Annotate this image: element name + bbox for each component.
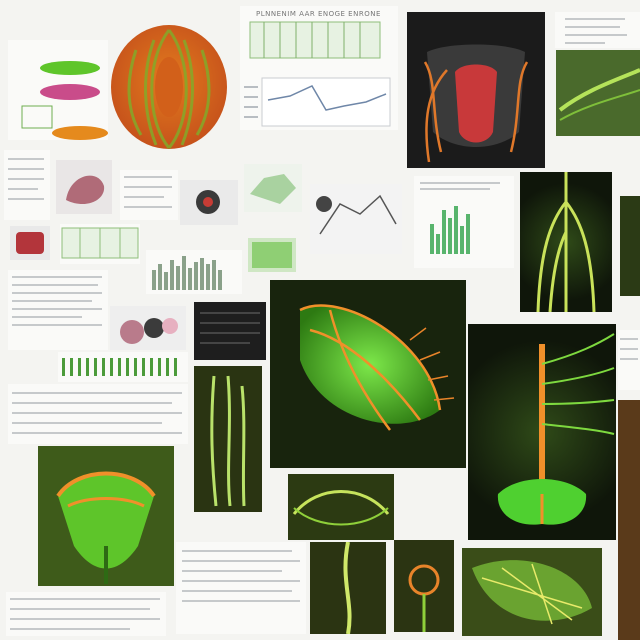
green-chart-thumbnail: [248, 238, 296, 272]
mid-table: [61, 227, 139, 259]
sketch-icon: [310, 184, 402, 254]
green-bar-set: [430, 206, 470, 254]
tendril-illustration: [288, 474, 394, 540]
roots-illustration: [194, 366, 262, 512]
pink-specimen-thumbnail: [110, 306, 186, 350]
green-chart-icon: [252, 242, 292, 268]
document-header-text: PLNNENIM AAR ENOGE ENRONE: [256, 10, 381, 18]
right-edge-document: [618, 330, 640, 390]
lattice-leaf-illustration: [462, 548, 602, 636]
pink-specimen-icon: [110, 306, 186, 350]
roots-icon: [210, 375, 246, 507]
far-right-strip: [618, 400, 640, 640]
vascular-strip-icon: [558, 68, 640, 121]
bottom-text-document: [176, 542, 306, 634]
stem-illustration: [310, 542, 386, 634]
small-flytrap-icon: [408, 564, 440, 632]
brain-icon: [111, 25, 227, 149]
bar-chart-document: [414, 176, 514, 268]
green-map-thumbnail: [244, 164, 302, 212]
mini-table-icon: [21, 105, 53, 129]
flytrap-icon: [299, 304, 455, 431]
lower-left-document: [8, 384, 188, 444]
pink-organ-thumbnail: [56, 160, 112, 214]
bottom-left-document: [6, 592, 166, 636]
sketch-figure: [310, 184, 402, 254]
histogram-document: [146, 250, 242, 294]
vein-root-illustration-top: [520, 172, 612, 312]
organ-thumbnail-icon: [56, 160, 112, 214]
dark-document: [194, 302, 266, 360]
red-organ-icon: [10, 226, 50, 260]
gray-bar-set: [152, 256, 222, 290]
green-vascular-strip: [556, 50, 640, 136]
mid-table-document: [60, 224, 140, 264]
long-text-document: [8, 270, 108, 350]
vascular-root-icon: [497, 333, 615, 525]
green-barcode: [62, 358, 177, 376]
map-thumbnail-icon: [244, 164, 302, 212]
orange-specimen-icon: [52, 126, 108, 140]
device-icon: [180, 180, 238, 225]
vein-root-icon: [536, 172, 596, 312]
stem-icon: [343, 542, 352, 634]
header-chart-document: PLNNENIM AAR ENOGE ENRONE: [240, 6, 398, 130]
edge-strip: [620, 196, 640, 296]
red-organ-thumbnail: [10, 226, 50, 260]
device-thumbnail: [180, 180, 238, 225]
lattice-leaf-icon: [472, 560, 592, 625]
specimen-icons: [21, 61, 108, 140]
green-barcode-document: [58, 352, 188, 382]
flytrap-specimen-icon: [56, 471, 156, 584]
anatomy-torso-illustration: [407, 12, 545, 168]
tendril-icon: [292, 490, 390, 526]
torso-icon: [407, 12, 545, 168]
top-right-document: [555, 12, 640, 48]
small-flytrap-illustration: [394, 540, 454, 632]
specimen-list-panel: [8, 40, 108, 140]
pink-specimen-icon: [40, 84, 100, 100]
document-figures: [244, 21, 391, 127]
green-leaf-specimen-icon: [40, 61, 100, 75]
flytrap-specimen-illustration: [38, 446, 174, 586]
brain-illustration: [106, 20, 232, 155]
left-text-document: [4, 150, 50, 220]
caption-document: [120, 170, 178, 220]
vascular-root-illustration: [468, 324, 616, 540]
venus-flytrap-illustration: [270, 280, 466, 468]
